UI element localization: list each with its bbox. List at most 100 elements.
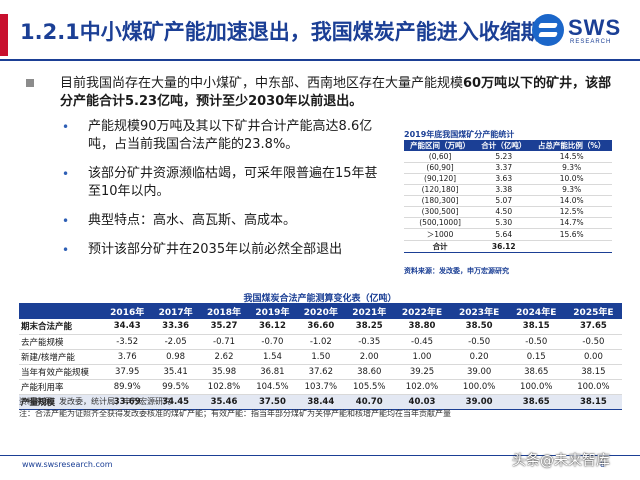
table-cell: 38.50	[450, 319, 508, 335]
row-label: 产量规模	[19, 393, 103, 410]
table-cell: 38.60	[345, 364, 394, 380]
page-title: 1.2.1中小煤矿产能加速退出，我国煤炭产能进入收缩期	[20, 20, 542, 44]
table-cell: 89.9%	[103, 379, 152, 395]
table-cell: -0.70	[248, 334, 297, 350]
lead-paragraph: 目前我国尚存在大量的中小煤矿，中东部、西南地区存在大量产能规模60万吨以下的矿井…	[26, 75, 616, 111]
table-cell: 39.25	[393, 364, 451, 380]
table-cell: 3.38	[476, 184, 532, 196]
bullet-dot-icon: •	[62, 120, 70, 134]
table-cell: (60,90]	[404, 162, 477, 174]
table-cell: 100.0%	[450, 379, 508, 395]
table-cell: 35.46	[199, 393, 249, 410]
table-cell: 1.00	[393, 349, 451, 365]
table-cell: 100.0%	[507, 379, 565, 395]
table-row: 当年有效产能规模 37.95 35.41 35.98 36.81 37.62 38.60 39…	[19, 364, 622, 380]
table-cell: 9.3%	[531, 162, 612, 174]
column-header: 2021年	[345, 303, 394, 319]
table-cell: 5.07	[476, 195, 532, 207]
table-row: (120,180] 3.38 9.3%	[404, 184, 612, 196]
table-cell: 99.5%	[151, 379, 200, 395]
table-cell: 38.65	[507, 364, 565, 380]
row-label: 期末合法产能	[19, 319, 103, 335]
table-cell: 37.95	[103, 364, 152, 380]
table-cell: 102.0%	[393, 379, 451, 395]
table-cell: (120,180]	[404, 184, 477, 196]
table-cell: 14.7%	[531, 217, 612, 229]
source-note: 资料来源：发改委，统计局，申万宏源研究	[19, 397, 171, 406]
table-row: (180,300] 5.07 14.0%	[404, 195, 612, 207]
header-divider	[0, 59, 640, 61]
table-cell: 100.0%	[564, 379, 622, 395]
table-cell: 0.98	[151, 349, 200, 365]
table-cell: 38.25	[345, 319, 394, 335]
table-cell: 15.6%	[531, 228, 612, 241]
table-cell: 14.5%	[531, 151, 612, 163]
table-cell: 39.00	[450, 364, 508, 380]
lead-text-part2: 60万吨以下的矿井，该部分产能合计5.23亿吨，预计至少2030年以前退出。	[60, 76, 612, 109]
row-label: 产能利用率	[19, 379, 103, 395]
bullet-dot-icon: •	[62, 214, 70, 228]
bullet-dot-icon: •	[62, 243, 70, 257]
column-header: 2019年	[248, 303, 297, 319]
table-cell: 12.5%	[531, 206, 612, 218]
column-header: 占总产能比例（%）	[531, 140, 612, 151]
capacity-distribution-table: 产能区间（万吨） 合计（亿吨） 占总产能比例（%） (0,60] 5.23 14.5…	[404, 140, 612, 253]
sws-logo-icon	[532, 14, 564, 46]
legal-capacity-table-title: 我国煤炭合法产能测算变化表（亿吨）	[243, 294, 397, 304]
logo-text: SWS	[568, 15, 622, 40]
table-cell: 4.50	[476, 206, 532, 218]
square-bullet-icon	[26, 79, 34, 87]
table-cell: 37.50	[248, 393, 297, 410]
legal-capacity-table: 2016年 2017年 2018年 2019年 2020年 2021年 2022…	[19, 303, 622, 410]
table-cell: 14.0%	[531, 195, 612, 207]
table-cell: 5.30	[476, 217, 532, 229]
bullet-text: 该部分矿井资源濒临枯竭，可采年限普遍在15年甚至10年以内。	[88, 166, 378, 199]
table-cell: 3.37	[476, 162, 532, 174]
website-link[interactable]: www.swsresearch.com	[22, 460, 113, 469]
table-cell: 0.20	[450, 349, 508, 365]
table-row: (60,90] 3.37 9.3%	[404, 162, 612, 174]
table-cell: (0,60]	[404, 151, 477, 163]
table-cell: 34.45	[151, 393, 200, 410]
column-header: 2024年E	[507, 303, 565, 319]
header-bar: 1.2.1中小煤矿产能加速退出，我国煤炭产能进入收缩期 SWS RESEARCH	[0, 0, 640, 60]
table-cell: (300,500]	[404, 206, 477, 218]
table-cell: 35.41	[151, 364, 200, 380]
table-cell: 0.15	[507, 349, 565, 365]
row-label: 新建/核增产能	[19, 349, 103, 365]
table-cell: -0.45	[393, 334, 451, 350]
logo-subtext: RESEARCH	[570, 39, 612, 45]
table-cell: 103.7%	[296, 379, 346, 395]
table-cell: 37.65	[564, 319, 622, 335]
column-header: 2022年E	[393, 303, 451, 319]
table-cell: -0.35	[345, 334, 394, 350]
table-cell: 40.03	[393, 393, 451, 410]
table-cell: (180,300]	[404, 195, 477, 207]
table-cell: -2.05	[151, 334, 200, 350]
table-cell: 33.36	[151, 319, 200, 335]
table-cell: 38.15	[507, 319, 565, 335]
page-number: 8	[600, 460, 606, 469]
table-row: (300,500] 4.50 12.5%	[404, 206, 612, 218]
table-cell: 5.64	[476, 228, 532, 241]
table-cell: 9.3%	[531, 184, 612, 196]
bullet-item: • 产能规模90万吨及其以下矿井合计产能高达8.6亿吨，占当前我国合法产能的23.…	[56, 118, 386, 154]
table-cell: 10.0%	[531, 173, 612, 185]
bullet-dot-icon: •	[62, 167, 70, 181]
table-cell: -3.52	[103, 334, 152, 350]
table-cell: (90,120]	[404, 173, 477, 185]
table-cell	[531, 239, 612, 253]
table-cell: 合计	[404, 239, 477, 253]
bullet-item: • 典型特点：高水、高瓦斯、高成本。	[56, 212, 386, 230]
column-header: 2017年	[151, 303, 200, 319]
bullet-item: • 该部分矿井资源濒临枯竭，可采年限普遍在15年甚至10年以内。	[56, 165, 386, 201]
bullet-text: 产能规模90万吨及其以下矿井合计产能高达8.6亿吨，占当前我国合法产能的23.8…	[88, 119, 373, 152]
table-row: 产能利用率 89.9% 99.5% 102.8% 104.5% 103.7% 105.5% 1…	[19, 379, 622, 395]
table-cell: 3.76	[103, 349, 152, 365]
table-sum-row: 合计 36.12	[404, 239, 612, 253]
table-row: 期末合法产能 34.43 33.36 35.27 36.12 36.60 38.25 38.8…	[19, 319, 622, 335]
table-cell: 1.54	[248, 349, 297, 365]
table-cell: 2.62	[199, 349, 249, 365]
table-header-row: 产能区间（万吨） 合计（亿吨） 占总产能比例（%）	[404, 140, 612, 151]
column-header: 产能区间（万吨）	[404, 140, 477, 151]
